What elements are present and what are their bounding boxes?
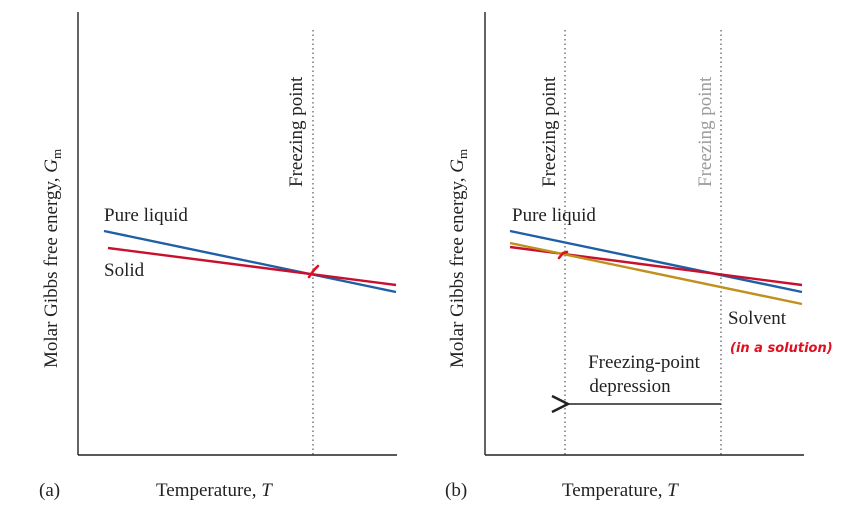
panel-a-pure-liquid-line [103, 229, 397, 294]
panel-a: Pure liquid Solid Freezing point Molar G… [39, 12, 397, 501]
panel-b-handwritten-note: (in a solution) [730, 341, 833, 356]
panel-a-freezing-point-label: Freezing point [286, 76, 307, 187]
panel-b-depression-label-line1: Freezing-point [588, 352, 701, 373]
panel-b-original-freezing-point-label: Freezing point [695, 76, 716, 187]
panel-b-solvent-label: Solvent [728, 308, 787, 329]
panel-a-intersection-mark [307, 264, 320, 279]
panel-b-solvent-line [509, 241, 803, 306]
panel-a-solid-line [107, 246, 397, 287]
panel-a-x-axis-title: Temperature, T [156, 480, 273, 501]
panel-b-pure-liquid-label: Pure liquid [512, 205, 596, 226]
panel-b-y-axis-title: Molar Gibbs free energy, Gm [447, 149, 470, 368]
panel-a-y-axis-title: Molar Gibbs free energy, Gm [41, 149, 64, 368]
panel-b-tag: (b) [445, 480, 467, 501]
panel-b-depression-label-line2: depression [589, 376, 671, 397]
panel-b: Pure liquid Solvent Freezing point Freez… [445, 12, 833, 501]
panel-a-pure-liquid-label: Pure liquid [104, 205, 188, 226]
panel-b-x-axis-title: Temperature, T [562, 480, 679, 501]
panel-a-solid-label: Solid [104, 260, 145, 281]
panel-a-tag: (a) [39, 480, 60, 501]
panel-b-intersection-mark [557, 250, 569, 260]
panel-b-freezing-point-label: Freezing point [539, 76, 560, 187]
panel-b-pure-liquid-line [509, 229, 803, 294]
